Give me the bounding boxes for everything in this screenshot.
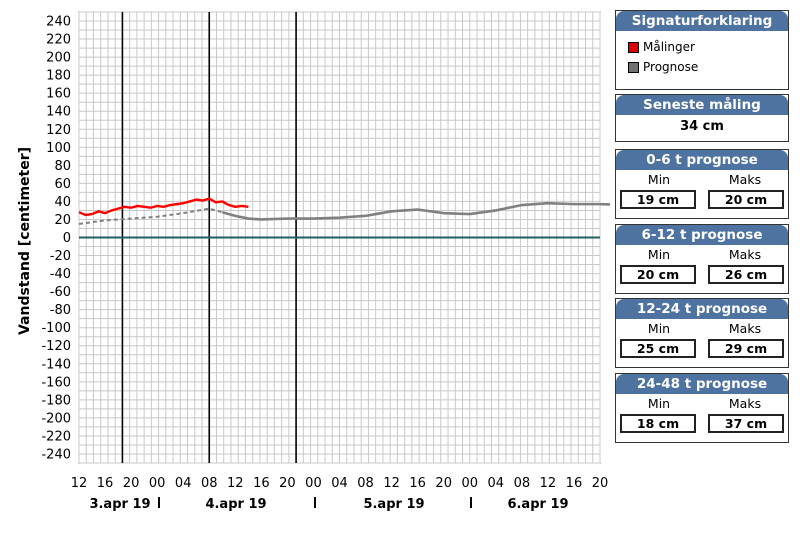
y-tick-label: -40	[50, 267, 71, 282]
x-tick-label: 00	[149, 476, 166, 491]
latest-measurement-panel: Seneste måling 34 cm	[615, 94, 789, 142]
y-tick-label: 160	[46, 87, 71, 102]
max-value: 29 cm	[708, 339, 784, 358]
min-value: 19 cm	[620, 190, 696, 209]
max-value: 37 cm	[708, 414, 784, 433]
x-tick-label: 08	[357, 476, 374, 491]
day-label: 3.apr 19	[89, 497, 150, 512]
measurements-line	[78, 197, 249, 217]
max-label: Maks	[728, 247, 762, 262]
latest-measurement-value: 34 cm	[680, 119, 724, 134]
x-tick-label: 20	[123, 476, 140, 491]
legend-label-measurements: Målinger	[643, 40, 695, 54]
y-tick-label: -240	[41, 447, 71, 462]
y-tick-label: 180	[46, 69, 71, 84]
legend-item-forecast: Prognose	[628, 57, 788, 77]
max-label: Maks	[728, 396, 762, 411]
y-tick-label: -120	[41, 339, 71, 354]
y-tick-label: -140	[41, 357, 71, 372]
x-tick-label: 04	[488, 476, 505, 491]
y-axis-label: Vandstand [centimeter]	[17, 147, 33, 335]
y-tick-label: -180	[41, 393, 71, 408]
min-label: Min	[647, 247, 671, 262]
forecast-title: 24-48 t prognose	[616, 374, 788, 394]
day-label: 5.apr 19	[363, 497, 424, 512]
latest-measurement-title: Seneste måling	[616, 95, 788, 115]
forecast-line-dashed	[78, 207, 249, 225]
x-tick-label: 08	[514, 476, 531, 491]
x-tick-label: 08	[201, 476, 218, 491]
y-tick-label: -60	[50, 285, 71, 300]
max-value: 20 cm	[708, 190, 784, 209]
forecast-panel-12-24: 12-24 t prognose Min Maks 25 cm 29 cm	[615, 298, 789, 368]
y-tick-label: 140	[46, 105, 71, 120]
y-tick-label: -80	[50, 303, 71, 318]
x-tick-label: 12	[71, 476, 88, 491]
legend-title: Signaturforklaring	[616, 11, 788, 31]
legend-item-measurements: Målinger	[628, 37, 788, 57]
min-label: Min	[647, 172, 671, 187]
y-tick-label: 220	[46, 33, 71, 48]
y-tick-label: 200	[46, 51, 71, 66]
x-tick-label: 12	[227, 476, 244, 491]
x-tick-label: 12	[540, 476, 557, 491]
x-tick-label: 20	[435, 476, 452, 491]
forecast-panel-6-12: 6-12 t prognose Min Maks 20 cm 26 cm	[615, 224, 789, 294]
x-tick-label: 16	[409, 476, 426, 491]
legend-label-forecast: Prognose	[643, 60, 699, 74]
x-tick-label: 20	[592, 476, 609, 491]
y-tick-label: 20	[54, 213, 71, 228]
min-value: 25 cm	[620, 339, 696, 358]
min-value: 20 cm	[620, 265, 696, 284]
x-tick-label: 00	[305, 476, 322, 491]
x-tick-label: 16	[97, 476, 114, 491]
y-tick-label: 0	[63, 231, 71, 246]
y-tick-label: 80	[54, 159, 71, 174]
legend-panel: Signaturforklaring Målinger Prognose	[615, 10, 789, 90]
y-tick-label: -20	[50, 249, 71, 264]
x-tick-label: 20	[279, 476, 296, 491]
max-label: Maks	[728, 172, 762, 187]
max-label: Maks	[728, 321, 762, 336]
y-tick-label: -220	[41, 429, 71, 444]
min-value: 18 cm	[620, 414, 696, 433]
x-tick-label: 00	[461, 476, 478, 491]
x-tick-label: 04	[175, 476, 192, 491]
forecast-title: 6-12 t prognose	[616, 225, 788, 245]
y-tick-label: -200	[41, 411, 71, 426]
y-tick-label: 60	[54, 177, 71, 192]
forecast-panel-0-6: 0-6 t prognose Min Maks 19 cm 20 cm	[615, 149, 789, 219]
x-tick-label: 12	[383, 476, 400, 491]
day-label: 4.apr 19	[205, 497, 266, 512]
y-tick-label: 100	[46, 141, 71, 156]
water-level-chart: Vandstand [centimeter] 24022020018016014…	[17, 11, 610, 512]
forecast-title: 12-24 t prognose	[616, 299, 788, 319]
forecast-line	[221, 201, 610, 221]
x-tick-label: 04	[331, 476, 348, 491]
x-tick-label: 16	[253, 476, 270, 491]
day-label: 6.apr 19	[507, 497, 568, 512]
y-tick-label: -160	[41, 375, 71, 390]
measurements-swatch	[628, 41, 639, 53]
y-tick-label: 120	[46, 123, 71, 138]
y-tick-label: 40	[54, 195, 71, 210]
forecast-title: 0-6 t prognose	[616, 150, 788, 170]
y-tick-label: 240	[46, 15, 71, 30]
max-value: 26 cm	[708, 265, 784, 284]
forecast-swatch	[628, 61, 639, 73]
min-label: Min	[647, 321, 671, 336]
y-tick-label: -100	[41, 321, 71, 336]
x-tick-label: 16	[566, 476, 583, 491]
min-label: Min	[647, 396, 671, 411]
forecast-panel-24-48: 24-48 t prognose Min Maks 18 cm 37 cm	[615, 373, 789, 443]
